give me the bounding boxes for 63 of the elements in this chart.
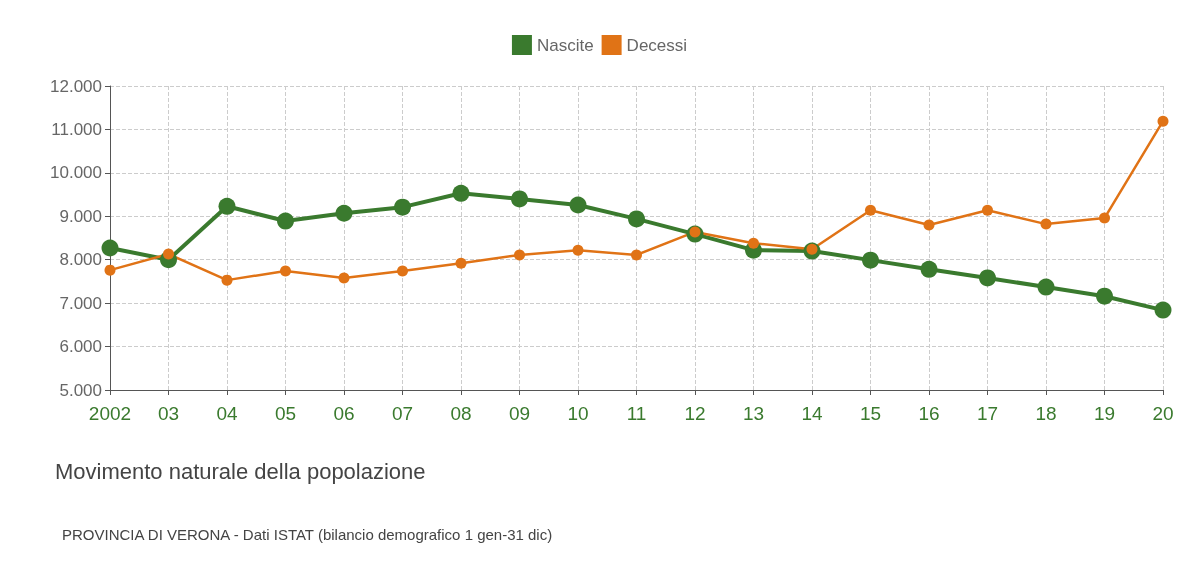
point (1157, 115, 1169, 127)
point (455, 257, 467, 269)
point (277, 212, 294, 230)
x-tick-label: 10 (567, 403, 589, 424)
x-tick-label: 16 (918, 403, 940, 424)
text: PROVINCIA DI VERONA - Dati ISTAT (bilancio demografico 1 gen-31 dic) (62, 526, 553, 543)
x-tick-label: 03 (157, 403, 180, 424)
point (1040, 218, 1052, 230)
x-tick-label: 05 (274, 403, 297, 424)
text: Movimento naturale della popolazione (55, 458, 426, 484)
legend-label: Decessi (626, 35, 688, 55)
legend-label: Nascite (536, 35, 594, 55)
point (920, 260, 938, 278)
point (221, 274, 233, 286)
x-tick-label: 12 (684, 403, 706, 424)
point (338, 272, 350, 284)
x-tick-label: 19 (1093, 403, 1116, 424)
y-tick-label: 9.000 (59, 206, 102, 226)
point (982, 204, 993, 216)
point (104, 264, 116, 276)
point (865, 204, 876, 216)
point (1154, 301, 1172, 319)
x-tick-label: 13 (742, 403, 765, 424)
y-tick-label: 10.000 (50, 163, 102, 183)
y-tick-label: 12.000 (50, 76, 102, 96)
y-tick-label: 6.000 (59, 337, 102, 357)
point (452, 184, 470, 202)
point (628, 210, 645, 228)
x-tick-label: 15 (859, 403, 882, 424)
x-tick-label: 18 (1035, 403, 1057, 424)
point (280, 265, 291, 277)
point (1037, 278, 1055, 296)
point (572, 244, 584, 256)
x-tick-label: 14 (801, 403, 823, 424)
x-tick-label: 2002 (88, 403, 132, 424)
point (748, 237, 759, 249)
x-tick-label: 17 (976, 403, 999, 424)
point (923, 219, 935, 231)
y-tick-label: 11.000 (51, 119, 102, 139)
point (335, 204, 353, 222)
point (1096, 287, 1113, 305)
x-tick-label: 20 (1152, 403, 1174, 424)
x-tick-label: 08 (450, 403, 472, 424)
point (569, 196, 587, 214)
y-tick-label: 8.000 (59, 250, 102, 270)
point (631, 249, 642, 261)
y-tick-label: 5.000 (59, 380, 102, 400)
point (218, 197, 236, 215)
x-tick-label: 04 (216, 403, 238, 424)
point (101, 239, 119, 257)
x-tick-label: 11 (626, 403, 647, 424)
x-tick-label: 09 (508, 403, 531, 424)
point (397, 265, 408, 277)
point (979, 269, 996, 287)
point (1099, 212, 1110, 224)
point (394, 198, 411, 216)
x-tick-label: 07 (391, 403, 414, 424)
point (511, 190, 528, 208)
x-tick-label: 06 (333, 403, 355, 424)
y-tick-label: 7.000 (59, 293, 102, 313)
point (862, 251, 879, 269)
point (514, 249, 525, 261)
point (163, 248, 174, 260)
